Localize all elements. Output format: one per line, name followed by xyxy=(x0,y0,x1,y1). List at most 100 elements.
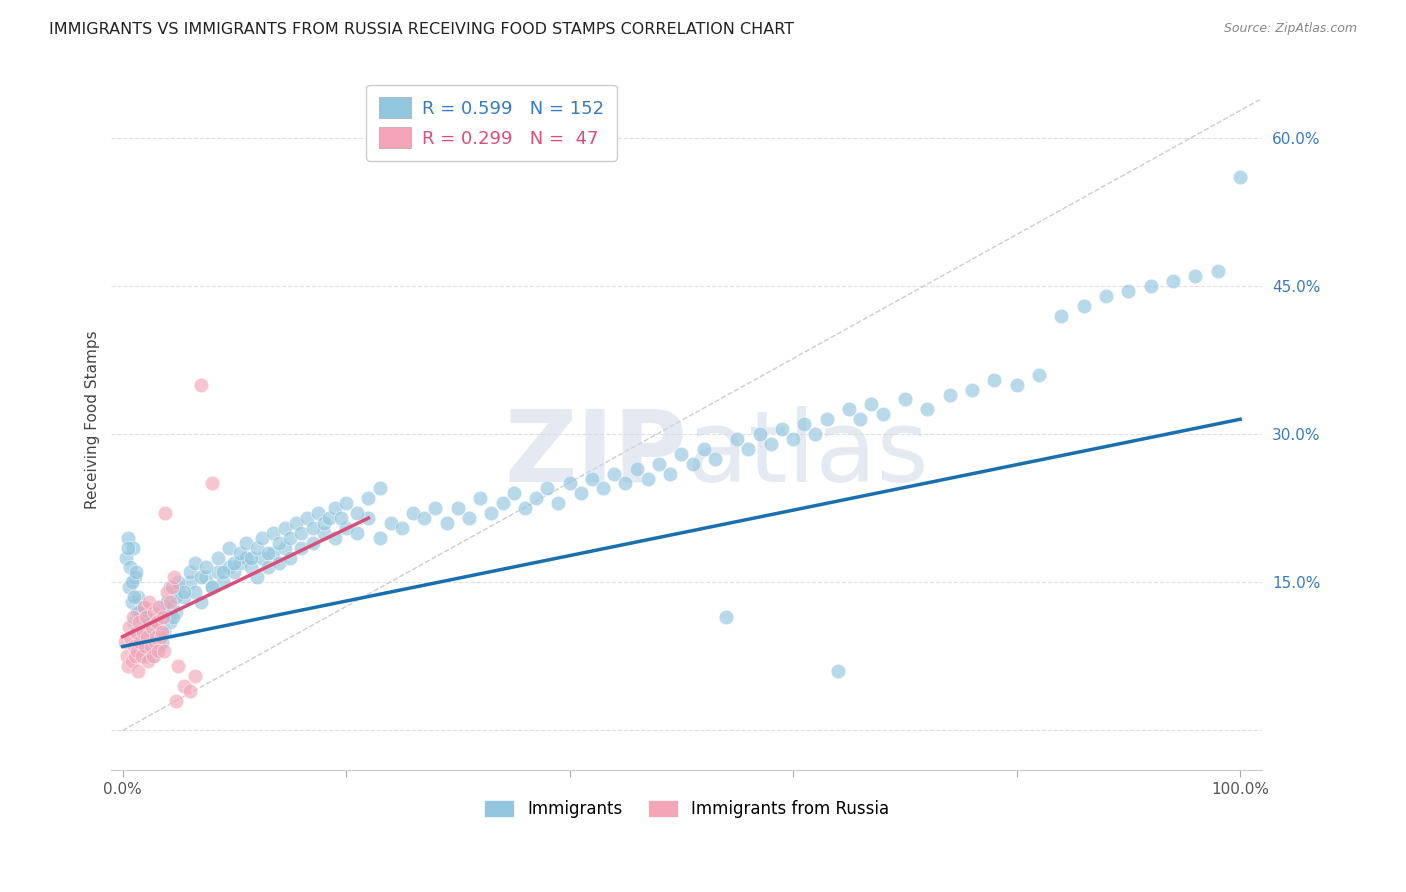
Point xyxy=(290,525,312,540)
Point xyxy=(142,649,165,664)
Point xyxy=(139,644,162,658)
Point xyxy=(725,432,748,446)
Point xyxy=(436,516,458,530)
Point xyxy=(120,560,142,574)
Point xyxy=(246,570,269,584)
Point xyxy=(129,634,152,648)
Point xyxy=(184,556,207,570)
Point xyxy=(278,531,301,545)
Point xyxy=(267,535,290,549)
Point xyxy=(212,566,235,580)
Point xyxy=(190,377,212,392)
Point xyxy=(114,634,136,648)
Point xyxy=(759,437,782,451)
Point xyxy=(195,560,218,574)
Point xyxy=(368,531,391,545)
Point xyxy=(122,590,145,604)
Point xyxy=(273,541,295,555)
Point xyxy=(121,541,143,555)
Point xyxy=(894,392,917,407)
Point xyxy=(301,521,323,535)
Text: atlas: atlas xyxy=(688,406,928,503)
Point xyxy=(240,560,263,574)
Point xyxy=(915,402,938,417)
Point xyxy=(184,669,207,683)
Point xyxy=(142,630,165,644)
Point xyxy=(120,630,142,644)
Point xyxy=(125,624,148,639)
Point xyxy=(149,620,172,634)
Point xyxy=(860,397,883,411)
Point xyxy=(156,585,179,599)
Point xyxy=(163,585,186,599)
Point xyxy=(240,550,263,565)
Point xyxy=(513,501,536,516)
Text: ZIP: ZIP xyxy=(505,406,688,503)
Point xyxy=(262,546,284,560)
Point xyxy=(143,640,166,654)
Point xyxy=(127,664,149,678)
Point xyxy=(162,610,184,624)
Point xyxy=(150,624,173,639)
Point xyxy=(637,471,659,485)
Point xyxy=(257,560,280,574)
Point xyxy=(141,615,163,629)
Point xyxy=(547,496,569,510)
Point xyxy=(149,630,172,644)
Point xyxy=(121,575,143,590)
Point xyxy=(118,620,141,634)
Text: IMMIGRANTS VS IMMIGRANTS FROM RUSSIA RECEIVING FOOD STAMPS CORRELATION CHART: IMMIGRANTS VS IMMIGRANTS FROM RUSSIA REC… xyxy=(49,22,794,37)
Point xyxy=(536,482,558,496)
Point xyxy=(167,575,190,590)
Point xyxy=(167,659,190,673)
Point xyxy=(207,566,229,580)
Point xyxy=(148,644,170,658)
Point xyxy=(815,412,838,426)
Point xyxy=(312,525,335,540)
Point xyxy=(207,550,229,565)
Point xyxy=(425,501,447,516)
Point xyxy=(173,679,195,693)
Point xyxy=(1206,264,1229,278)
Point xyxy=(136,630,159,644)
Point xyxy=(131,599,153,614)
Point xyxy=(121,595,143,609)
Point xyxy=(470,491,492,506)
Point xyxy=(134,630,156,644)
Point xyxy=(838,402,860,417)
Point xyxy=(748,427,770,442)
Point xyxy=(135,649,157,664)
Point xyxy=(160,580,183,594)
Point xyxy=(938,387,960,401)
Point xyxy=(614,476,637,491)
Point xyxy=(115,550,138,565)
Point xyxy=(224,556,246,570)
Point xyxy=(737,442,759,456)
Point xyxy=(782,432,804,446)
Point xyxy=(148,640,170,654)
Point xyxy=(346,525,368,540)
Point xyxy=(159,615,181,629)
Point xyxy=(1161,274,1184,288)
Point xyxy=(603,467,626,481)
Point xyxy=(252,531,274,545)
Point xyxy=(146,610,169,624)
Point xyxy=(1050,309,1073,323)
Point xyxy=(329,511,352,525)
Point xyxy=(159,595,181,609)
Text: Source: ZipAtlas.com: Source: ZipAtlas.com xyxy=(1223,22,1357,36)
Point xyxy=(849,412,872,426)
Point xyxy=(1073,299,1095,313)
Point xyxy=(1118,284,1140,298)
Point xyxy=(163,570,186,584)
Point xyxy=(142,649,165,664)
Point xyxy=(165,694,187,708)
Y-axis label: Receiving Food Stamps: Receiving Food Stamps xyxy=(86,330,100,508)
Point xyxy=(307,506,329,520)
Point xyxy=(131,624,153,639)
Point xyxy=(323,531,346,545)
Point xyxy=(153,624,176,639)
Point xyxy=(122,615,145,629)
Point xyxy=(128,605,150,619)
Point xyxy=(201,580,224,594)
